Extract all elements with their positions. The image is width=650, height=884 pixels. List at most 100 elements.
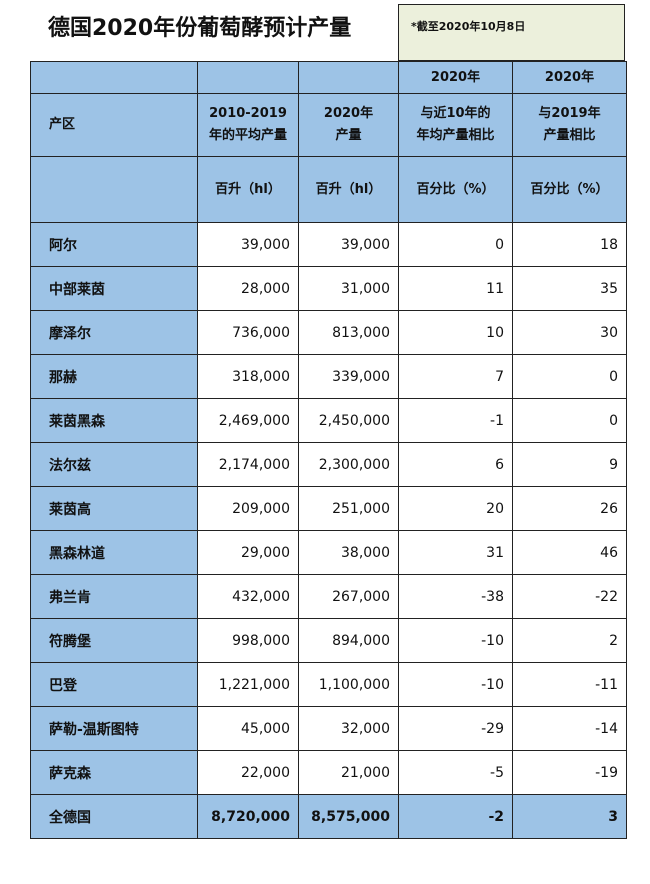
header-row-cell: 百升（hl） xyxy=(298,156,399,223)
header-row: 2020年 2020年 xyxy=(30,61,627,94)
table-row: 弗兰肯 432,000 267,000 -38 -22 xyxy=(30,574,627,619)
table-row-cell: 法尔兹 xyxy=(30,442,198,487)
table-row: 巴登 1,221,000 1,100,000 -10 -11 xyxy=(30,662,627,707)
table-row-cell: -14 xyxy=(512,706,627,751)
header-row-cell xyxy=(30,156,198,223)
total-row-cell: 3 xyxy=(512,794,627,839)
table-row-cell: 那赫 xyxy=(30,354,198,399)
table-row-cell: 阿尔 xyxy=(30,222,198,267)
table-row-cell: 0 xyxy=(512,398,627,443)
table-row: 那赫 318,000 339,000 7 0 xyxy=(30,354,627,399)
table-row-cell: 弗兰肯 xyxy=(30,574,198,619)
table-row-cell: 萨克森 xyxy=(30,750,198,795)
table-row-cell: 7 xyxy=(398,354,513,399)
table-row-cell: 32,000 xyxy=(298,706,399,751)
header-row-cell: 百分比（%） xyxy=(512,156,627,223)
table-row: 中部莱茵 28,000 31,000 11 35 xyxy=(30,266,627,311)
total-row-cell: -2 xyxy=(398,794,513,839)
table-row-cell: -10 xyxy=(398,662,513,707)
table-row-cell: 39,000 xyxy=(298,222,399,267)
header-row: 百升（hl） 百升（hl） 百分比（%） 百分比（%） xyxy=(30,156,627,223)
table-row-cell: -38 xyxy=(398,574,513,619)
table-row-cell: 9 xyxy=(512,442,627,487)
table-row: 萨克森 22,000 21,000 -5 -19 xyxy=(30,750,627,795)
table-row: 摩泽尔 736,000 813,000 10 30 xyxy=(30,310,627,355)
table-row-cell: 813,000 xyxy=(298,310,399,355)
total-row-cell: 8,720,000 xyxy=(197,794,299,839)
header-row-cell: 2020年 xyxy=(512,61,627,94)
table-row-cell: 736,000 xyxy=(197,310,299,355)
table-row-cell: -22 xyxy=(512,574,627,619)
table-row-cell: 0 xyxy=(512,354,627,399)
total-row-cell: 8,575,000 xyxy=(298,794,399,839)
table-row-cell: 31 xyxy=(398,530,513,575)
table-row-cell: 黑森林道 xyxy=(30,530,198,575)
table-row-cell: -5 xyxy=(398,750,513,795)
table-row-cell: 251,000 xyxy=(298,486,399,531)
table-row-cell: 0 xyxy=(398,222,513,267)
table-row-cell: 1,221,000 xyxy=(197,662,299,707)
table-row-cell: 22,000 xyxy=(197,750,299,795)
table-row-cell: -19 xyxy=(512,750,627,795)
table-row-cell: 1,100,000 xyxy=(298,662,399,707)
table-row-cell: -1 xyxy=(398,398,513,443)
table-row-cell: 30 xyxy=(512,310,627,355)
table-row-cell: 432,000 xyxy=(197,574,299,619)
table-row-cell: 2,450,000 xyxy=(298,398,399,443)
table-row-cell: 21,000 xyxy=(298,750,399,795)
header-row: 产区 2010-2019 年的平均产量 2020年 产量 与近10年的 年均产量相比 与201… xyxy=(30,93,627,157)
table-row-cell: 209,000 xyxy=(197,486,299,531)
table-row-cell: 2,300,000 xyxy=(298,442,399,487)
table-row-cell: 45,000 xyxy=(197,706,299,751)
header-row-cell: 2010-2019 年的平均产量 xyxy=(197,93,299,157)
table-row-cell: 267,000 xyxy=(298,574,399,619)
table-row-cell: 11 xyxy=(398,266,513,311)
table-row-cell: -10 xyxy=(398,618,513,663)
page-title: 德国2020年份葡萄酵预计产量 xyxy=(48,16,352,41)
table-row: 符腾堡 998,000 894,000 -10 2 xyxy=(30,618,627,663)
total-row: 全德国 8,720,000 8,575,000 -2 3 xyxy=(30,794,627,839)
table-row-cell: 2,174,000 xyxy=(197,442,299,487)
header-row-cell: 与近10年的 年均产量相比 xyxy=(398,93,513,157)
table-row-cell: 20 xyxy=(398,486,513,531)
table-row-cell: 摩泽尔 xyxy=(30,310,198,355)
table-row: 萨勒-温斯图特 45,000 32,000 -29 -14 xyxy=(30,706,627,751)
table-row-cell: 符腾堡 xyxy=(30,618,198,663)
header-row-cell xyxy=(30,61,198,94)
table-row-cell: 39,000 xyxy=(197,222,299,267)
header-row-cell: 2020年 xyxy=(398,61,513,94)
header-row-cell: 百分比（%） xyxy=(398,156,513,223)
header-row-cell: 2020年 产量 xyxy=(298,93,399,157)
table-row-cell: 10 xyxy=(398,310,513,355)
table-row-cell: 318,000 xyxy=(197,354,299,399)
table-row-cell: 38,000 xyxy=(298,530,399,575)
total-row-cell: 全德国 xyxy=(30,794,198,839)
table-row-cell: 18 xyxy=(512,222,627,267)
table-row-cell: 29,000 xyxy=(197,530,299,575)
table-row-cell: 萨勒-温斯图特 xyxy=(30,706,198,751)
table-row-cell: 26 xyxy=(512,486,627,531)
table-row-cell: 998,000 xyxy=(197,618,299,663)
production-table: 2020年 2020年 产区 2010-2019 年的平均产量 2020年 产量 与近10年的… xyxy=(30,61,627,839)
table-row-cell: 莱茵黑森 xyxy=(30,398,198,443)
table-row-cell: 894,000 xyxy=(298,618,399,663)
header-row-cell xyxy=(298,61,399,94)
table-row: 莱茵高 209,000 251,000 20 26 xyxy=(30,486,627,531)
table-row-cell: -29 xyxy=(398,706,513,751)
table-row-cell: 46 xyxy=(512,530,627,575)
table-row-cell: 2,469,000 xyxy=(197,398,299,443)
header-row-cell: 百升（hl） xyxy=(197,156,299,223)
table-row-cell: 28,000 xyxy=(197,266,299,311)
table-row-cell: 6 xyxy=(398,442,513,487)
table-row-cell: 35 xyxy=(512,266,627,311)
table-row: 法尔兹 2,174,000 2,300,000 6 9 xyxy=(30,442,627,487)
header-row-cell: 与2019年 产量相比 xyxy=(512,93,627,157)
table-row-cell: 巴登 xyxy=(30,662,198,707)
table-row: 阿尔 39,000 39,000 0 18 xyxy=(30,222,627,267)
table-row-cell: 2 xyxy=(512,618,627,663)
table-row-cell: -11 xyxy=(512,662,627,707)
table-row-cell: 339,000 xyxy=(298,354,399,399)
table-row-cell: 莱茵高 xyxy=(30,486,198,531)
header-row-cell: 产区 xyxy=(30,93,198,157)
table-row-cell: 中部莱茵 xyxy=(30,266,198,311)
